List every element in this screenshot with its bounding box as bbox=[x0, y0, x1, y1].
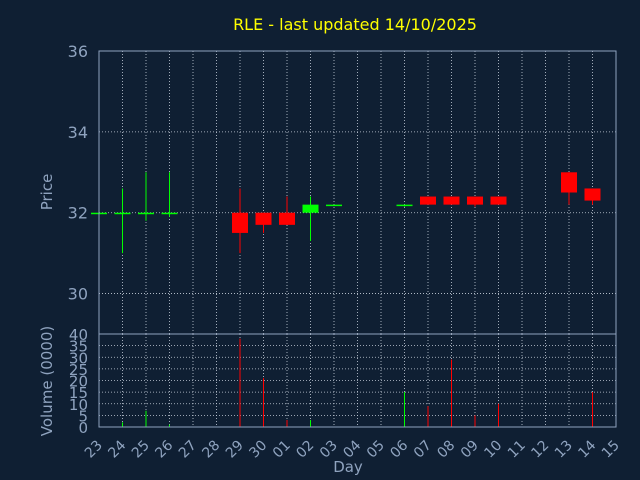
volume-tick-label: 5 bbox=[78, 407, 88, 425]
x-tick-label: 01 bbox=[270, 438, 294, 462]
candle-body bbox=[302, 204, 319, 213]
candle-body bbox=[490, 196, 507, 205]
volume-tick-label: 15 bbox=[69, 384, 88, 402]
x-tick-label: 27 bbox=[176, 438, 200, 462]
x-tick-label: 02 bbox=[293, 438, 317, 462]
x-tick-label: 09 bbox=[458, 438, 482, 462]
x-tick-label: 26 bbox=[152, 437, 176, 461]
candle-body bbox=[561, 172, 577, 193]
price-panel: 30 32 34 36 bbox=[68, 42, 617, 335]
candle-body bbox=[138, 212, 154, 215]
x-tick-label: 24 bbox=[105, 437, 129, 461]
candle-body bbox=[255, 212, 272, 225]
volume-axis-label: Volume (0000) bbox=[38, 326, 56, 436]
price-tick-label: 36 bbox=[68, 42, 88, 61]
x-tick-label: 23 bbox=[82, 438, 106, 462]
price-tick-label: 32 bbox=[68, 204, 88, 223]
volume-tick-label: 20 bbox=[69, 373, 88, 391]
x-tick-label: 12 bbox=[528, 438, 552, 462]
candle-body bbox=[396, 204, 413, 207]
candle-body bbox=[279, 212, 295, 225]
price-tick-label: 30 bbox=[68, 285, 88, 304]
volume-tick-label: 40 bbox=[69, 326, 88, 344]
volume-tick-label: 0 bbox=[78, 419, 88, 437]
candle-body bbox=[161, 212, 178, 215]
x-tick-label: 06 bbox=[387, 437, 411, 461]
volume-frame bbox=[98, 333, 617, 428]
volume-tick-label: 35 bbox=[69, 338, 88, 356]
x-tick-label: 28 bbox=[199, 438, 223, 462]
price-tick-label: 34 bbox=[68, 123, 88, 142]
x-tick-label: 11 bbox=[505, 438, 529, 462]
x-tick-label: 14 bbox=[575, 437, 599, 461]
x-tick-label: 13 bbox=[552, 438, 576, 462]
candle-body bbox=[326, 204, 342, 207]
x-tick-label: 30 bbox=[246, 438, 270, 462]
chart-title: RLE - last updated 14/10/2025 bbox=[233, 15, 477, 34]
volume-tick-label: 30 bbox=[69, 349, 88, 367]
x-tick-label: 05 bbox=[364, 438, 388, 462]
x-tick-label: 10 bbox=[481, 438, 505, 462]
candle-body bbox=[114, 212, 131, 215]
candle-body bbox=[232, 212, 248, 233]
x-tick-label: 08 bbox=[434, 438, 458, 462]
x-tick-label: 15 bbox=[599, 438, 623, 462]
candle-body bbox=[584, 188, 601, 201]
volume-tick-label: 25 bbox=[69, 361, 88, 379]
candle-body bbox=[467, 196, 483, 205]
candle-body bbox=[443, 196, 460, 205]
candle-body bbox=[420, 196, 436, 205]
x-axis-label: Day bbox=[333, 458, 363, 476]
x-tick-label: 07 bbox=[411, 438, 435, 462]
volume-tick-label: 10 bbox=[69, 396, 88, 414]
x-tick-label: 25 bbox=[129, 438, 153, 462]
price-axis-label: Price bbox=[38, 174, 56, 211]
x-tick-label: 29 bbox=[223, 438, 247, 462]
